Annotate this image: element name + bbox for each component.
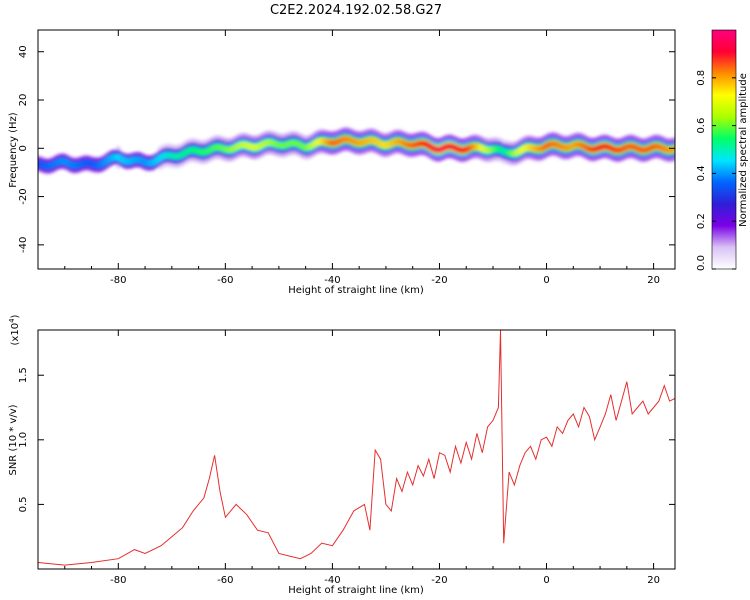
- spectrogram-y-tick-label: -40: [18, 237, 29, 253]
- spectrogram-y-axis-label: Frequency (Hz): [8, 112, 19, 188]
- snr-y-tick-label: 0.5: [18, 496, 29, 512]
- spectrogram-x-tick-label: -60: [217, 275, 233, 286]
- colorbar-ticks: 0.0 0.2 0.4 0.6 0.8: [696, 70, 736, 271]
- spectrogram-x-tick-label: -40: [324, 275, 340, 286]
- snr-background: [38, 330, 675, 569]
- colorbar: 0.0 0.2 0.4 0.6 0.8 Normalized spectral ampl…: [696, 29, 749, 271]
- colorbar-tick-label: 0.0: [696, 255, 707, 271]
- snr-y-ticks: 0.5 1.0 1.5: [18, 367, 675, 512]
- snr-y-axis-label: SNR (10 * v/v): [8, 404, 19, 475]
- snr-x-tick-label: -60: [217, 575, 233, 586]
- snr-y-tick-label: 1.5: [18, 367, 29, 383]
- snr-y-scale-label: (x104): [8, 314, 21, 345]
- spectrogram-y-tick-label: 40: [18, 45, 29, 58]
- spectrogram-x-tick-label: 20: [647, 275, 660, 286]
- snr-x-tick-label: 20: [647, 575, 660, 586]
- colorbar-tick-label: 0.8: [696, 70, 707, 86]
- snr-series-line: [38, 330, 675, 566]
- colorbar-tick-label: 0.2: [696, 213, 707, 229]
- spectrogram-frame: [37, 29, 676, 270]
- spectrogram-panel: -80 -60 -40 -20 0 20 -40 -20 0 20 40 Height of st…: [8, 29, 676, 296]
- colorbar-tick-label: 0.4: [696, 165, 707, 181]
- colorbar-tick-label: 0.6: [696, 118, 707, 134]
- spectrogram-x-tick-label: -20: [431, 275, 447, 286]
- colorbar-label: Normalized spectral amplitude: [738, 73, 749, 227]
- spectrogram-y-tick-label: -20: [18, 188, 29, 204]
- spectrogram-x-axis-label: Height of straight line (km): [288, 285, 424, 296]
- snr-x-tick-label: -40: [324, 575, 340, 586]
- snr-x-axis-label: Height of straight line (km): [288, 585, 424, 596]
- spectrogram-x-tick-label: -80: [110, 275, 126, 286]
- spectrogram-x-ticks: -80 -60 -40 -20 0 20: [37, 30, 660, 286]
- snr-y-tick-label: 1.0: [18, 432, 29, 448]
- spectrogram-y-tick-label: 0: [18, 145, 29, 151]
- snr-panel: -80 -60 -40 -20 0 20 0.5 1.0 1.5 Height of stra…: [8, 314, 676, 596]
- colorbar-gradient: [711, 29, 737, 270]
- spectrogram-x-tick-label: 0: [543, 275, 549, 286]
- spectrogram-ridge: [38, 127, 675, 175]
- snr-x-tick-label: 0: [543, 575, 549, 586]
- spectrogram-y-ticks: -40 -20 0 20 40: [18, 45, 675, 253]
- spectrogram-cell: [670, 145, 675, 153]
- snr-frame: [37, 329, 676, 570]
- snr-x-tick-label: -20: [431, 575, 447, 586]
- snr-x-tick-label: -80: [110, 575, 126, 586]
- spectrogram-marks: [38, 127, 675, 175]
- snr-x-ticks: -80 -60 -40 -20 0 20: [37, 330, 660, 586]
- spectrogram-y-tick-label: 20: [18, 94, 29, 107]
- chart-title: C2E2.2024.192.02.58.G27: [270, 3, 442, 18]
